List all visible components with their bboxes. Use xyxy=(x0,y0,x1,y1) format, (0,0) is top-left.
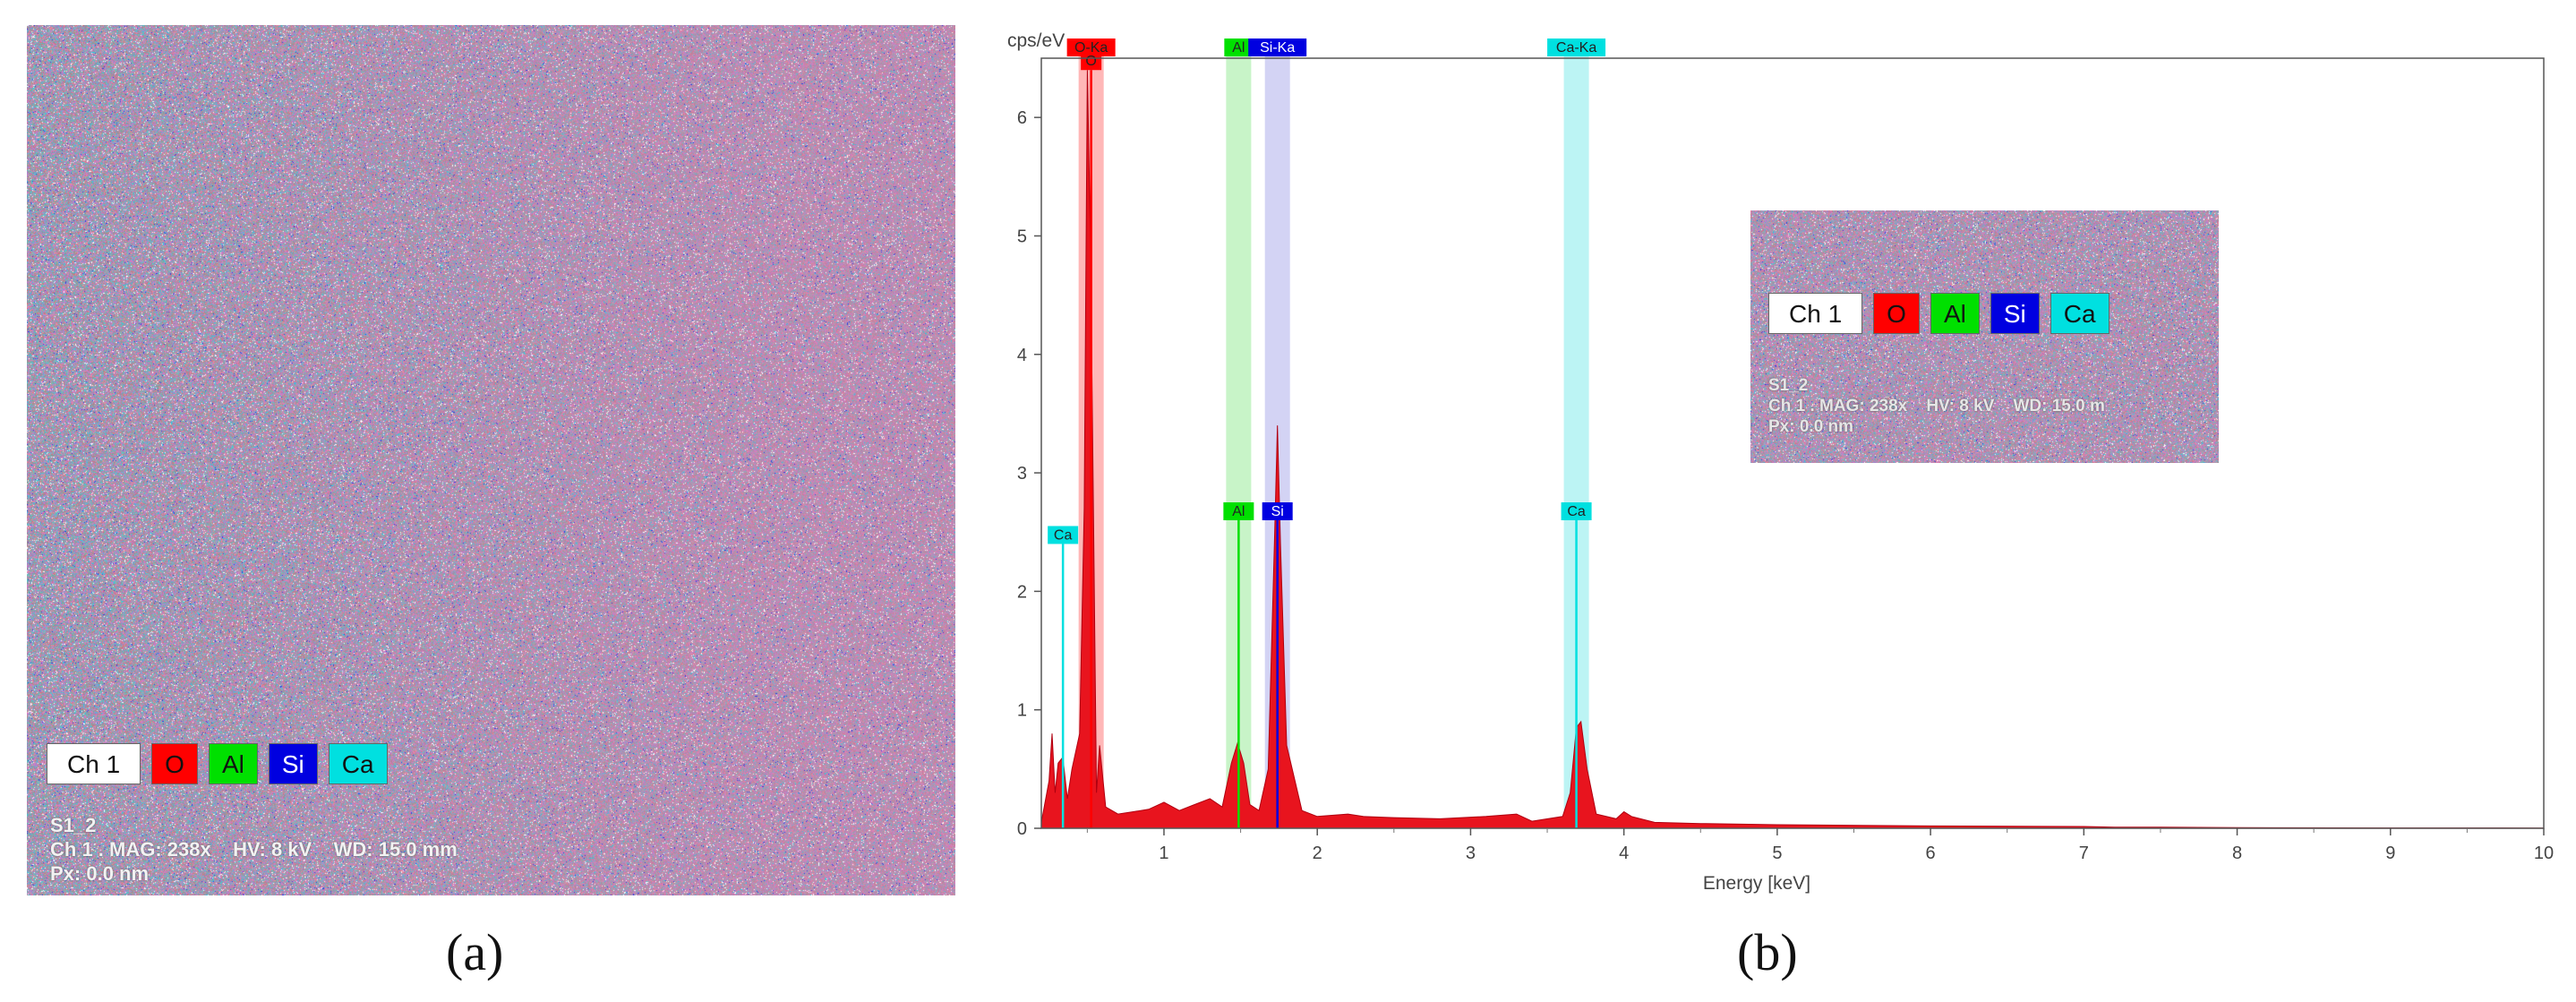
x-tick-label-4: 5 xyxy=(1772,844,1782,863)
element-mid-label-bg-0 xyxy=(1081,52,1102,71)
eds-map-panel: Ch 1 O Al Si Ca S1_2 Ch 1 . MAG: 238x HV:… xyxy=(27,25,955,895)
element-mid-label-bg-4 xyxy=(1048,526,1079,544)
inset-info: S1_2 Ch 1 . MAG: 238x HV: 8 kV WD: 15.0 m… xyxy=(1768,375,2105,437)
inset-elemental-map xyxy=(1750,210,2219,463)
map-legend: Ch 1 O Al Si Ca xyxy=(47,743,388,784)
element-mid-label-4: Ca xyxy=(1054,527,1073,543)
element-mid-label-bg-3 xyxy=(1561,502,1592,520)
axes: 1 2 3 4 5 6 7 8 9 10 0 1 2 3 4 5 6 xyxy=(1017,57,2554,863)
x-tick-label-1: 2 xyxy=(1313,844,1322,863)
x-tick-label-9: 10 xyxy=(2534,844,2554,863)
map-info: S1_2 Ch 1 . MAG: 238x HV: 8 kV WD: 15.0 m… xyxy=(50,813,458,886)
x-tick-label-8: 9 xyxy=(2385,844,2395,863)
x-tick-label-2: 3 xyxy=(1466,844,1476,863)
element-top-label-3: Ca-Ka xyxy=(1556,40,1596,56)
x-tick-label-7: 8 xyxy=(2232,844,2242,863)
inset-legend-o: O xyxy=(1873,293,1920,334)
y-tick-label-0: 0 xyxy=(1017,819,1027,839)
element-top-label-1: Al xyxy=(1232,40,1245,56)
inset-legend-ch1: Ch 1 xyxy=(1768,293,1863,334)
inset-legend-al: Al xyxy=(1930,293,1980,334)
inset-legend-si: Si xyxy=(1990,293,2040,334)
legend-o: O xyxy=(151,743,198,784)
caption-a: (a) xyxy=(446,923,504,981)
inset-legend: Ch 1 O Al Si Ca xyxy=(1768,293,2110,334)
eds-spectrum-panel: O-Ka O Al Al Si-Ka Si Ca-Ka Ca Ca 1 2 3 4 5 6 7 8 9 10 0 1 2… xyxy=(998,18,2556,913)
plot-frame xyxy=(1040,57,2545,829)
legend-ca: Ca xyxy=(328,743,388,784)
element-mid-label-1: Al xyxy=(1232,504,1245,519)
element-top-label-0: O-Ka xyxy=(1074,40,1108,56)
inset-info-settings: Ch 1 . MAG: 238x HV: 8 kV WD: 15.0 m xyxy=(1768,397,2105,415)
legend-si: Si xyxy=(268,743,318,784)
y-tick-label-3: 3 xyxy=(1017,464,1027,484)
y-tick-label-5: 5 xyxy=(1017,227,1027,246)
y-tick-label-4: 4 xyxy=(1017,346,1027,365)
element-top-label-2: Si-Ka xyxy=(1260,40,1295,56)
element-top-label-bg-0 xyxy=(1066,39,1116,56)
element-top-label-bg-2 xyxy=(1248,39,1307,56)
element-mid-label-2: Si xyxy=(1271,504,1284,519)
element-mid-label-bg-1 xyxy=(1223,502,1254,520)
info-line-pixel: Px: 0.0 nm xyxy=(50,862,150,885)
y-tick-label-6: 6 xyxy=(1017,108,1027,128)
inset-map: Ch 1 O Al Si Ca S1_2 Ch 1 . MAG: 238x HV:… xyxy=(1750,210,2219,463)
y-axis-label: cps/eV xyxy=(1007,30,1065,51)
x-tick-label-3: 4 xyxy=(1619,844,1629,863)
x-tick-label-0: 1 xyxy=(1159,844,1168,863)
info-line-sample: S1_2 xyxy=(50,814,97,836)
legend-ch1: Ch 1 xyxy=(47,743,141,784)
element-top-label-bg-3 xyxy=(1547,39,1606,56)
element-mid-label-0: O xyxy=(1085,54,1096,69)
inset-info-pixel: Px: 0.0 nm xyxy=(1768,417,1854,436)
x-axis-label: Energy [keV] xyxy=(1703,873,1810,894)
y-tick-label-2: 2 xyxy=(1017,582,1027,602)
element-top-label-bg-1 xyxy=(1224,39,1254,56)
element-marks: O-KaO Al Al Si-Ka Si Ca-Ka Ca Ca xyxy=(1048,39,1606,828)
element-bands xyxy=(1078,53,1589,828)
element-mid-label-3: Ca xyxy=(1567,504,1586,519)
spectrum-area xyxy=(1040,70,2545,829)
y-tick-label-1: 1 xyxy=(1017,701,1027,721)
x-tick-label-6: 7 xyxy=(2079,844,2089,863)
element-mid-label-bg-2 xyxy=(1262,502,1293,520)
inset-info-sample: S1_2 xyxy=(1768,376,1809,395)
caption-b: (b) xyxy=(1737,923,1798,981)
inset-legend-ca: Ca xyxy=(2050,293,2110,334)
legend-al: Al xyxy=(208,743,258,784)
info-line-settings: Ch 1 . MAG: 238x HV: 8 kV WD: 15.0 mm xyxy=(50,838,458,861)
x-tick-label-5: 6 xyxy=(1926,844,1936,863)
